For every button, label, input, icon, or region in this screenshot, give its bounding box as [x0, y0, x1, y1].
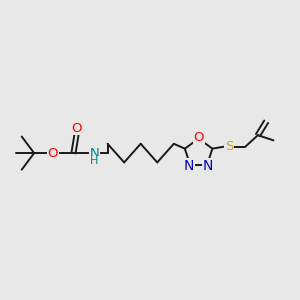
Text: O: O — [47, 147, 58, 160]
Text: O: O — [194, 131, 204, 144]
Text: H: H — [90, 156, 98, 167]
Text: O: O — [71, 122, 82, 135]
Text: S: S — [225, 140, 233, 153]
Text: N: N — [203, 159, 213, 173]
Text: N: N — [89, 147, 99, 160]
Text: N: N — [184, 159, 194, 173]
